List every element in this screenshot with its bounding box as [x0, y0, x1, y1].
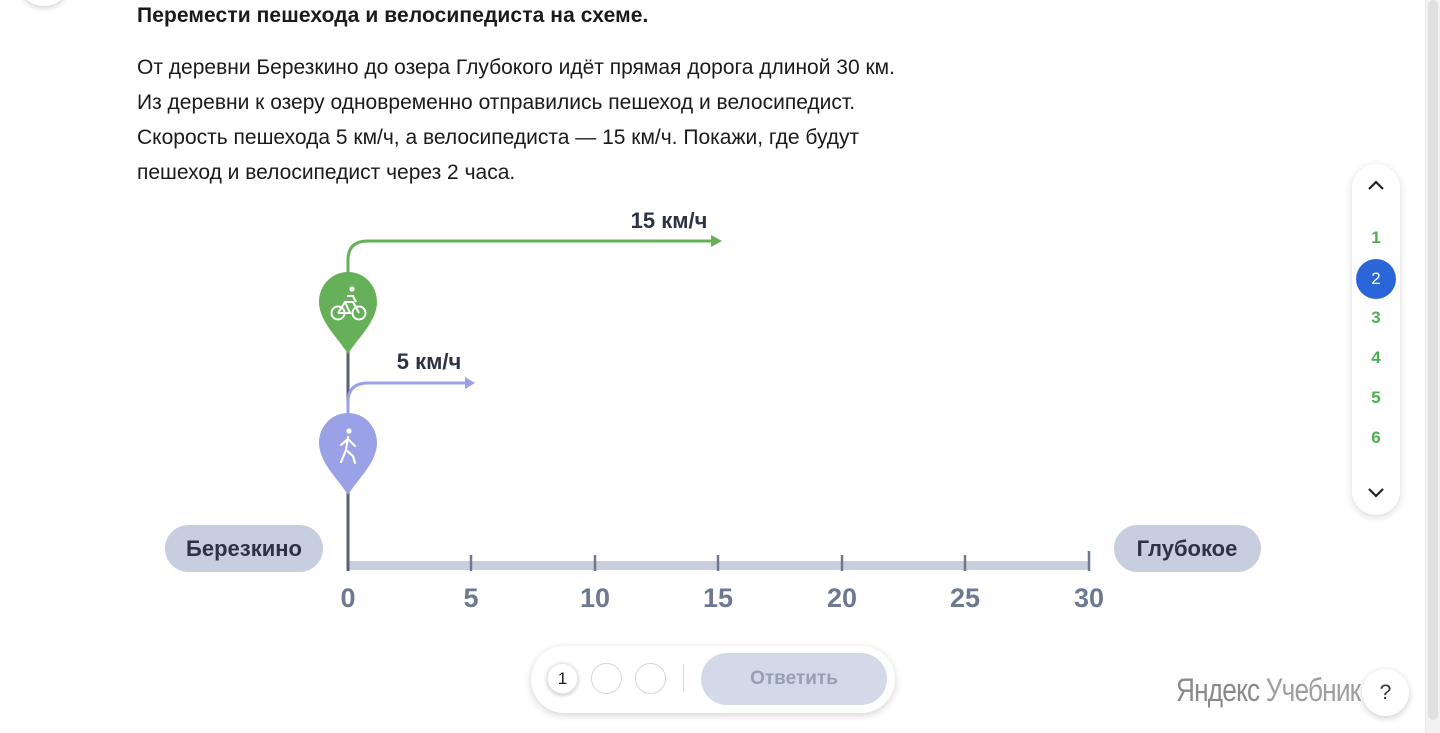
- top-circle-button[interactable]: [22, 0, 66, 6]
- tick-label: 10: [580, 583, 610, 613]
- logo-part-yandex: Яндекс: [1176, 672, 1260, 708]
- yandex-uchebnik-logo: Яндекс Учебник: [1176, 672, 1361, 709]
- task-text-line: Из деревни к озеру одновременно отправил…: [137, 91, 856, 114]
- task-nav-item[interactable]: 6: [1371, 428, 1381, 447]
- scrollbar-divider: [1425, 0, 1426, 733]
- task-navigation: 1 2 3 4 5 6: [1352, 164, 1400, 515]
- task-nav-item[interactable]: 3: [1371, 308, 1381, 327]
- chevron-up-icon[interactable]: [1366, 176, 1386, 196]
- road-diagram: 0 5 10 15 20 25 30 Березкино Глубокое 15…: [165, 208, 1261, 613]
- cyclist-marker[interactable]: [319, 272, 377, 354]
- walking-person-icon: [339, 428, 357, 465]
- tick-label: 20: [827, 583, 857, 613]
- submit-answer-button[interactable]: Ответить: [701, 653, 887, 705]
- task-text-line: От деревни Березкино до озера Глубокого …: [137, 56, 895, 79]
- tick-label: 0: [340, 583, 355, 613]
- pedestrian-speed-arrow: [346, 381, 466, 415]
- bicycle-icon: [330, 286, 367, 321]
- task-text: От деревни Березкино до озера Глубокого …: [137, 50, 997, 190]
- road-ticks: [469, 551, 1091, 571]
- tick-label: 30: [1074, 583, 1104, 613]
- end-place-badge: [1114, 525, 1261, 572]
- tick-label: 5: [463, 583, 478, 613]
- scrollbar[interactable]: [1426, 0, 1440, 733]
- start-place-label: Березкино: [186, 536, 302, 561]
- attempt-indicator: [635, 663, 666, 694]
- cyclist-speed-arrow: [346, 239, 713, 272]
- cyclist-speed-label: 15 км/ч: [631, 208, 708, 233]
- scrollbar-thumb[interactable]: [1428, 0, 1438, 720]
- answer-bar: 1 Ответить: [531, 646, 895, 713]
- task-nav-item[interactable]: 1: [1371, 228, 1381, 247]
- start-place-badge: [165, 525, 323, 572]
- task-text-line: Скорость пешехода 5 км/ч, а велосипедист…: [137, 126, 860, 149]
- divider: [683, 664, 684, 692]
- task-nav-item[interactable]: 5: [1371, 388, 1381, 407]
- help-button[interactable]: ?: [1362, 669, 1409, 716]
- end-place-label: Глубокое: [1137, 536, 1238, 561]
- tick-label: 25: [950, 583, 980, 613]
- task-nav-item[interactable]: 4: [1371, 348, 1381, 367]
- tick-label: 15: [703, 583, 733, 613]
- pedestrian-speed-label: 5 км/ч: [397, 349, 462, 374]
- pedestrian-arrowhead: [465, 377, 475, 389]
- task-nav-item-active[interactable]: 2: [1356, 259, 1396, 299]
- chevron-down-icon[interactable]: [1366, 482, 1386, 502]
- logo-part-uchebnik: Учебник: [1265, 672, 1361, 708]
- attempt-indicator: 1: [547, 663, 578, 694]
- cyclist-arrowhead: [711, 235, 722, 247]
- pedestrian-marker[interactable]: [319, 413, 377, 495]
- attempt-indicator: [591, 663, 622, 694]
- task-title: Перемести пешехода и велосипедиста на сх…: [137, 4, 649, 27]
- task-text-line: пешеход и велосипедист через 2 часа.: [137, 161, 516, 184]
